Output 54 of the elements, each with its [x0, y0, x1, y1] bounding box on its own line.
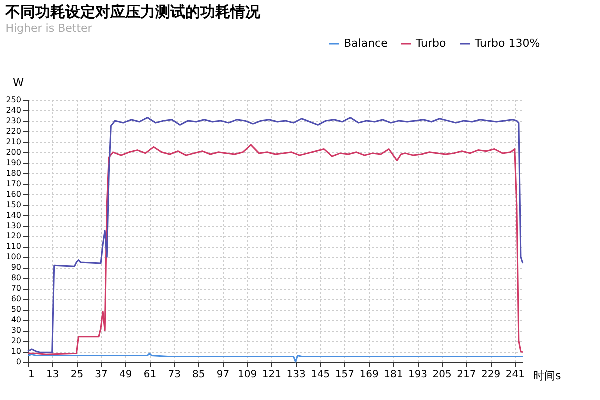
y-tick-label: 20: [11, 336, 22, 346]
y-tick-label: 180: [6, 168, 22, 178]
y-tick-label: 230: [6, 116, 22, 126]
y-tick-label: 200: [6, 148, 22, 157]
y-tick-label: 40: [11, 316, 22, 325]
x-tick-label: 61: [144, 370, 157, 380]
x-tick-label: 49: [120, 370, 132, 380]
y-tick-label: 70: [11, 284, 22, 294]
y-tick-label: 250: [6, 96, 22, 104]
chart-subtitle: Higher is Better: [6, 22, 93, 35]
x-tick-label: 181: [384, 370, 404, 380]
y-tick-label: 210: [6, 137, 22, 146]
x-tick-label: 205: [432, 370, 452, 380]
y-tick-label: 90: [11, 263, 22, 272]
y-tick-label: 220: [6, 126, 22, 136]
legend-label: Turbo: [415, 37, 447, 50]
x-tick-label: 145: [311, 370, 330, 380]
y-tick-label: 130: [6, 221, 22, 230]
y-tick-label: 190: [6, 158, 22, 168]
y-tick-label: 120: [6, 232, 22, 241]
x-tick-label: 97: [216, 370, 230, 380]
y-tick-label: 100: [6, 252, 22, 262]
y-tick-label: 110: [6, 242, 22, 252]
x-tick-label: 73: [168, 370, 181, 380]
x-tick-label: 85: [192, 370, 206, 380]
x-tick-label: 193: [408, 370, 428, 380]
y-tick-label: 60: [11, 294, 22, 304]
y-tick-label: 50: [11, 305, 22, 314]
x-axis-title: 时间s: [534, 370, 562, 382]
x-tick-label: 169: [360, 370, 379, 380]
x-tick-label: 1: [28, 370, 35, 380]
y-tick-label: 170: [6, 179, 22, 188]
x-tick-label: 157: [335, 370, 355, 380]
x-tick-label: 25: [70, 370, 84, 380]
legend-label: Balance: [344, 37, 388, 50]
legend-label: Turbo 130%: [474, 37, 540, 50]
y-tick-label: 160: [6, 190, 22, 199]
x-tick-label: 37: [95, 370, 108, 380]
y-tick-label: 80: [11, 274, 22, 283]
x-tick-label: 229: [481, 370, 501, 380]
x-tick-label: 241: [506, 370, 525, 380]
chart-title: 不同功耗设定对应压力测试的功耗情况: [4, 3, 262, 21]
y-tick-label: 150: [6, 200, 22, 210]
y-axis-title: W: [13, 76, 24, 90]
x-tick-label: 13: [46, 370, 60, 380]
x-tick-label: 121: [262, 370, 282, 380]
x-tick-label: 217: [457, 370, 476, 380]
y-tick-label: 140: [6, 210, 22, 220]
y-tick-label: 240: [6, 106, 22, 115]
x-tick-label: 133: [286, 370, 306, 380]
y-tick-label: 30: [11, 326, 22, 336]
x-tick-label: 109: [238, 370, 258, 380]
y-tick-label: 10: [11, 347, 22, 356]
y-tick-label: 0: [16, 358, 22, 366]
